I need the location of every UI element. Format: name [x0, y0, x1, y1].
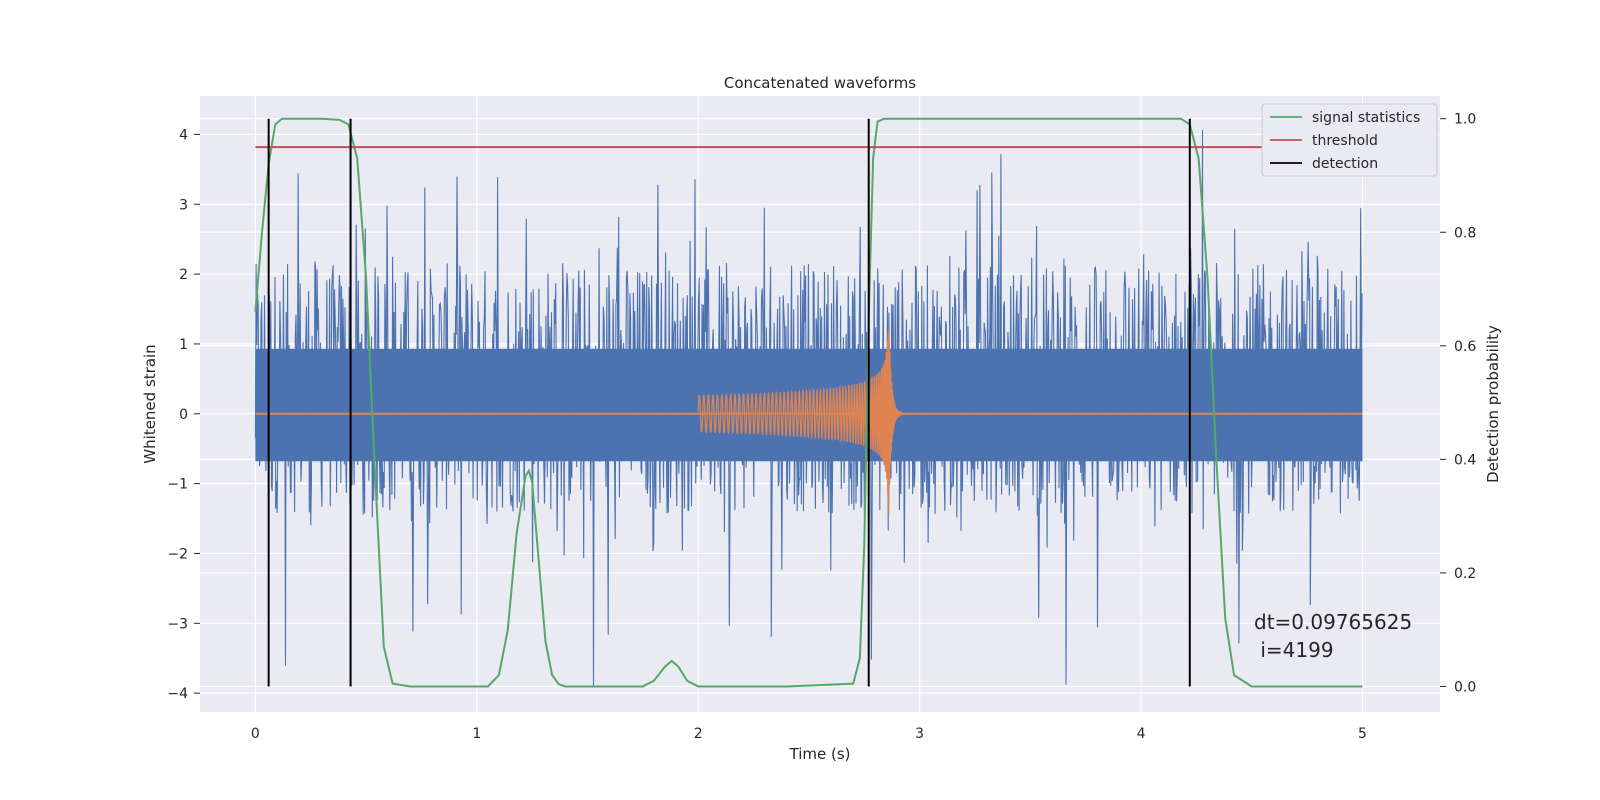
y-tick-label: −2: [167, 546, 188, 562]
legend-box: [1261, 103, 1438, 177]
axes: 0 1 2 3 4 5 −4 −3 −2 −1 0 1 2 3 4 0.0 0.2 0.4 0.6 0.8 1.0: [167, 112, 1476, 742]
legend-label-threshold: threshold: [1312, 133, 1378, 149]
y-tick-label: 2: [179, 267, 188, 283]
legend: signal statistics threshold detection: [1261, 103, 1438, 177]
y-tick-label: −1: [167, 477, 188, 493]
x-tick-label: 5: [1358, 726, 1367, 742]
y-tick-label: 0: [179, 407, 188, 423]
x-tick-label: 3: [915, 726, 924, 742]
x-axis-title: Time (s): [789, 745, 851, 763]
legend-label-detection: detection: [1312, 156, 1378, 172]
x-tick-label: 4: [1137, 726, 1146, 742]
y2-tick-label: 0.4: [1454, 452, 1476, 468]
annotation-line-1: dt=0.09765625: [1254, 610, 1412, 634]
y2-tick-label: 0.6: [1454, 339, 1476, 355]
chart-title: Concatenated waveforms: [724, 74, 916, 92]
signal-statistics-line: [254, 117, 1363, 688]
y-tick-label: −4: [167, 686, 188, 702]
y-tick-label: 3: [179, 197, 188, 213]
y-axis-title: Whitened strain: [141, 344, 159, 463]
data-layer: [254, 117, 1385, 688]
y2-tick-label: 0.0: [1454, 679, 1476, 695]
y2-tick-label: 0.8: [1454, 225, 1476, 241]
y2-tick-label: 0.2: [1454, 566, 1476, 582]
x-tick-label: 1: [472, 726, 481, 742]
y-tick-label: 4: [179, 127, 188, 143]
y-tick-label: −3: [167, 616, 188, 632]
x-tick-label: 2: [694, 726, 703, 742]
y2-tick-label: 1.0: [1454, 112, 1476, 128]
annotation-line-2: i=4199: [1254, 638, 1334, 662]
waveform-line: [697, 329, 920, 514]
y-tick-label: 1: [179, 337, 188, 353]
strain-noise-line: [254, 130, 1363, 687]
x-tick-label: 0: [251, 726, 260, 742]
y2-axis-title: Detection probability: [1484, 325, 1502, 483]
legend-label-signal-statistics: signal statistics: [1312, 110, 1420, 126]
